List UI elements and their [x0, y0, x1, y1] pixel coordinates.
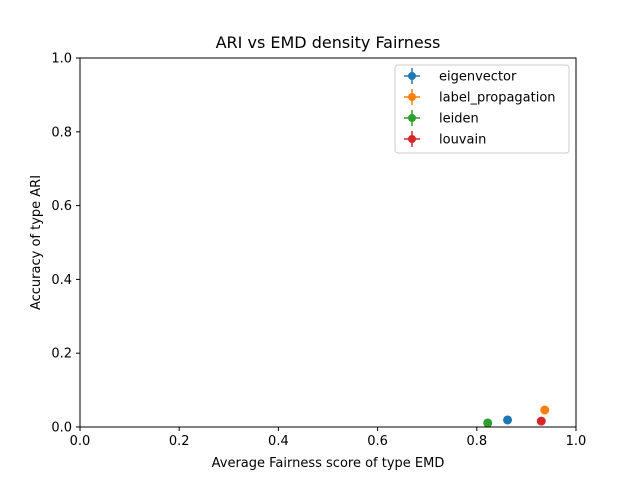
- x-tick-label: 0.6: [367, 434, 388, 449]
- y-tick-label: 0.2: [51, 347, 72, 362]
- plot-frame: [79, 57, 577, 428]
- legend-label: eigenvector: [439, 70, 517, 85]
- chart-title: ARI vs EMD density Fairness: [216, 33, 441, 52]
- y-axis-label: Accuracy of type ARI: [29, 175, 44, 310]
- legend-box: [394, 64, 570, 154]
- legend-marker: [408, 135, 416, 143]
- x-axis-label: Average Fairness score of type EMD: [212, 456, 445, 471]
- y-tick-label: 0.4: [51, 273, 72, 288]
- legend-entry-eigenvector: eigenvector: [404, 68, 517, 85]
- legend-entry-leiden: leiden: [404, 110, 479, 127]
- x-tick-label: 1.0: [566, 434, 587, 449]
- legend-label: louvain: [439, 133, 486, 148]
- data-points: [483, 405, 550, 428]
- y-tick-label: 0.6: [51, 199, 72, 214]
- legend-label: label_propagation: [439, 91, 556, 106]
- x-tick-label: 0.8: [466, 434, 487, 449]
- x-tick-label: 0.2: [169, 434, 190, 449]
- data-point-eigenvector: [503, 415, 513, 425]
- y-tick-label: 1.0: [51, 52, 72, 67]
- x-tick-label: 0.0: [70, 434, 91, 449]
- y-tick-label: 0.8: [51, 125, 72, 140]
- legend-marker: [408, 114, 416, 122]
- y-tick-label: 0.0: [51, 421, 72, 436]
- x-tick-label: 0.4: [268, 434, 289, 449]
- legend-label: leiden: [439, 112, 479, 127]
- legend-marker: [408, 93, 416, 101]
- legend-entry-label-propagation: label_propagation: [404, 89, 556, 106]
- legend-entry-louvain: louvain: [404, 131, 486, 148]
- data-point-leiden: [483, 418, 493, 428]
- axis-ticks: 0.0 0.2 0.4 0.6 0.8 1.0 0.0 0.2 0.4 0.6 0.8 1.0: [51, 52, 586, 450]
- data-point-label-propagation: [540, 405, 550, 415]
- data-point-louvain: [536, 416, 546, 426]
- legend-marker: [408, 72, 416, 80]
